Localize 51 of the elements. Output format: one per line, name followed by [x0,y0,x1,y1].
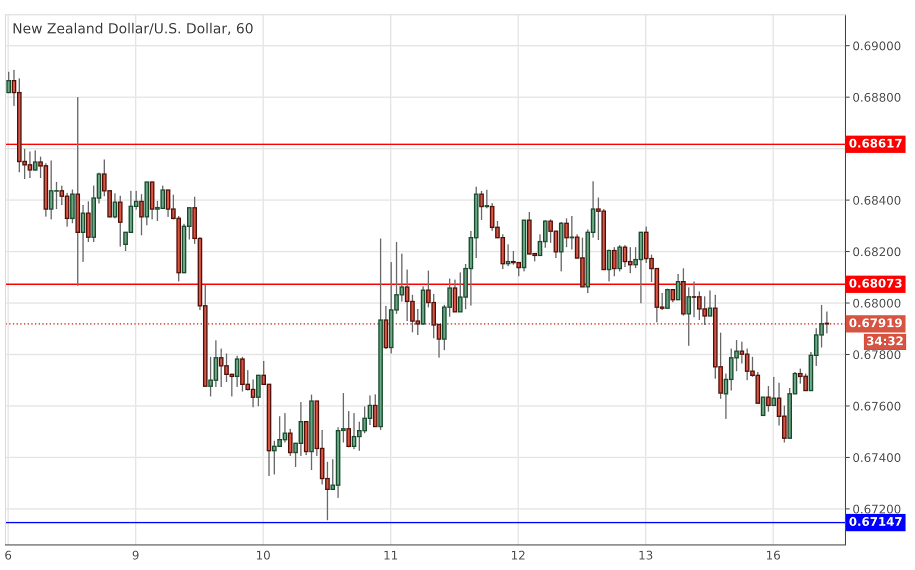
y-tick-label: 0.69000 [853,41,900,50]
candlestick [606,248,612,282]
ref-line-label: 0.68617 [849,138,902,148]
y-tick-label: 0.68400 [853,196,900,205]
candlestick [686,286,692,346]
candlestick [708,290,712,317]
candlestick [771,376,776,406]
candlestick [760,396,766,416]
text: New Zealand Dollar/U.S. Dollar, 60 [14,22,253,35]
text: 34:32 [867,336,903,346]
ref-line-label: 0.67919 [849,318,902,328]
candlestick [346,410,352,448]
candlestick [6,70,12,94]
y-tick-label: 0.67200 [853,504,900,514]
candlestick [570,215,574,250]
candlestick [452,278,458,313]
candlestick [665,288,670,309]
x-tick-label: 10 [256,550,270,560]
candlestick [139,193,144,236]
y-tick-label: 0.68000 [853,298,900,308]
candlestick [86,200,91,243]
y-tick-label: 0.68200 [853,247,900,256]
x-tick-label: 6 [5,550,12,560]
x-tick-label: 16 [766,550,780,560]
candlestick [676,273,680,300]
x-tick-label: 13 [639,550,652,560]
ref-line-label: 0.67147 [849,517,902,526]
candlestick [80,204,86,263]
y-tick-label: 0.67400 [853,453,900,462]
x-tick-label: 9 [132,550,139,560]
ref-line-label: 0.68073 [849,278,902,288]
candlestick [670,288,676,303]
candlestick [32,150,38,172]
candlestick [288,428,293,457]
candlestick [234,355,240,388]
candlestick [372,394,378,428]
candlestick [617,244,622,272]
x-tick-label: 12 [512,550,525,560]
candlestick [118,195,123,248]
candlestick [612,246,617,277]
candlestick [484,189,490,210]
candlestick [564,218,569,248]
y-tick-label: 0.67800 [853,350,900,360]
candlestick [256,374,261,407]
candlestick [766,385,771,412]
y-tick-label: 0.67600 [853,402,900,411]
x-tick-label: 11 [384,550,398,560]
y-tick-label: 0.68800 [853,92,900,102]
candlestick [506,244,510,267]
candlestick [479,190,484,221]
candlestick [112,192,118,220]
